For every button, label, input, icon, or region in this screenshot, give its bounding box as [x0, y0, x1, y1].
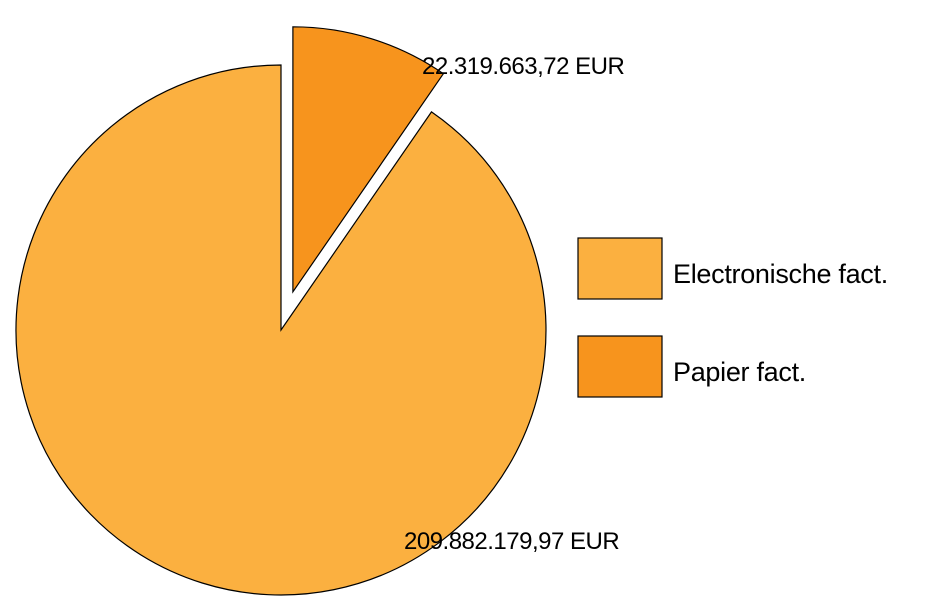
legend-label-papier: Papier fact.: [673, 357, 806, 387]
legend-swatch-papier: [577, 335, 663, 398]
legend-swatch-electronische: [577, 237, 663, 300]
data-label-electronische: 209.882.179,97 EUR: [404, 528, 619, 555]
slice-papier: [292, 26, 445, 294]
legend-label-electronische: Electronische fact.: [673, 259, 888, 289]
pie-data-labels: 22.319.663,72 EUR 209.882.179,97 EUR: [404, 53, 625, 555]
legend: Electronische fact. Papier fact.: [577, 237, 888, 398]
pie-slices: [15, 26, 547, 596]
data-label-papier: 22.319.663,72 EUR: [422, 53, 624, 80]
slice-electronische: [15, 64, 547, 596]
